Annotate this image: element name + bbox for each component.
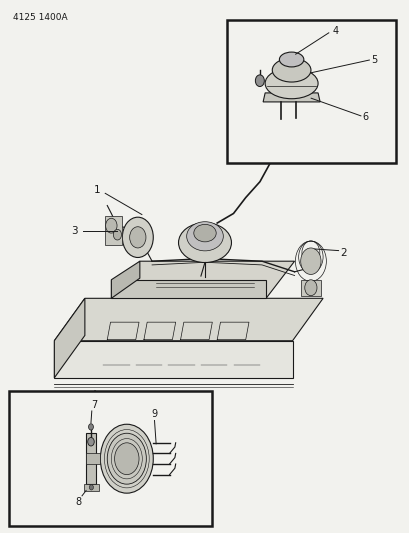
- Circle shape: [100, 424, 153, 493]
- Text: 6: 6: [362, 112, 368, 122]
- Circle shape: [88, 424, 93, 430]
- Ellipse shape: [193, 224, 216, 242]
- Circle shape: [88, 438, 94, 446]
- Text: 7: 7: [91, 400, 97, 410]
- Polygon shape: [111, 280, 265, 298]
- Polygon shape: [263, 93, 319, 102]
- Polygon shape: [54, 341, 292, 378]
- Bar: [9, 391, 212, 526]
- Polygon shape: [111, 261, 139, 298]
- Polygon shape: [111, 261, 294, 298]
- Circle shape: [122, 217, 153, 257]
- Polygon shape: [54, 298, 322, 341]
- Circle shape: [107, 433, 146, 484]
- Circle shape: [89, 484, 93, 490]
- Ellipse shape: [265, 68, 317, 99]
- Text: 4125 1400A: 4125 1400A: [13, 13, 67, 22]
- Polygon shape: [86, 433, 96, 484]
- Circle shape: [129, 227, 146, 248]
- Ellipse shape: [178, 223, 231, 263]
- Circle shape: [255, 75, 264, 86]
- Ellipse shape: [186, 222, 223, 251]
- Polygon shape: [84, 484, 99, 490]
- Bar: [105, 216, 121, 245]
- Bar: [300, 280, 320, 296]
- Circle shape: [115, 443, 139, 474]
- Text: 3: 3: [71, 226, 78, 236]
- Text: 9: 9: [151, 409, 157, 419]
- Ellipse shape: [272, 58, 310, 82]
- Text: 5: 5: [370, 55, 376, 65]
- Ellipse shape: [279, 52, 303, 67]
- Text: 1: 1: [94, 184, 100, 195]
- Circle shape: [106, 218, 117, 233]
- Circle shape: [300, 248, 320, 274]
- Circle shape: [304, 280, 316, 296]
- Polygon shape: [54, 298, 85, 378]
- Text: 4: 4: [331, 27, 337, 36]
- Circle shape: [113, 229, 121, 240]
- Polygon shape: [86, 454, 100, 464]
- Bar: [227, 20, 396, 163]
- Text: 8: 8: [76, 497, 82, 507]
- Text: 2: 2: [339, 248, 346, 259]
